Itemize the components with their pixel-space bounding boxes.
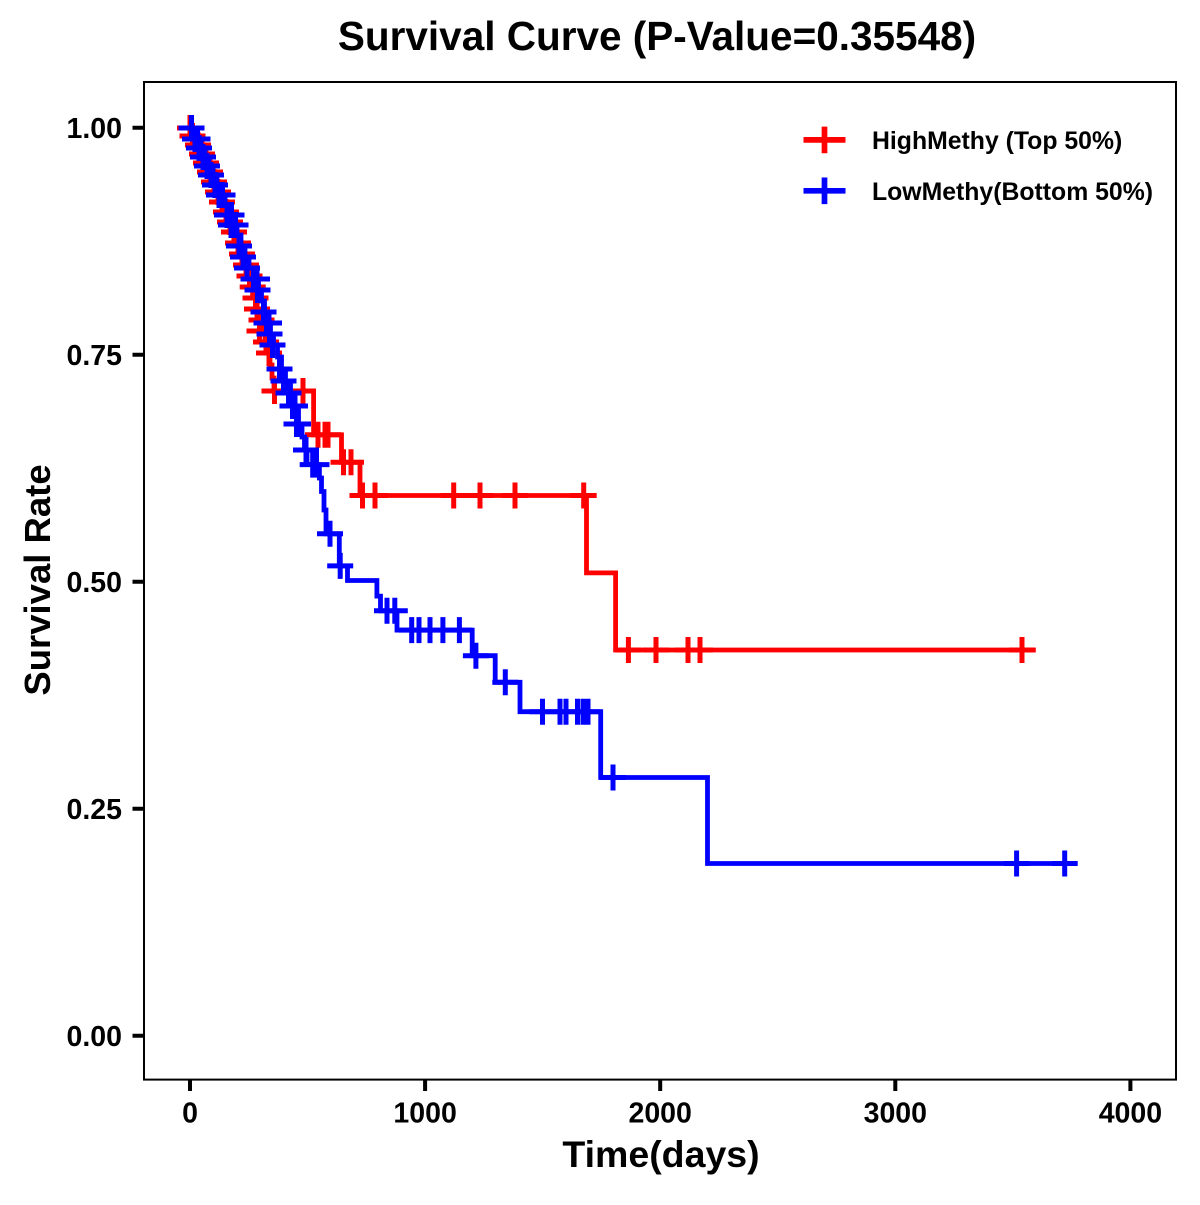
svg-text:0.25: 0.25 (67, 794, 123, 826)
svg-text:4000: 4000 (1099, 1097, 1162, 1129)
svg-text:HighMethy (Top 50%): HighMethy (Top 50%) (872, 128, 1122, 155)
svg-text:0.00: 0.00 (67, 1021, 122, 1053)
svg-text:2000: 2000 (628, 1097, 691, 1129)
svg-text:Time(days): Time(days) (562, 1133, 759, 1175)
svg-text:1000: 1000 (393, 1097, 456, 1129)
svg-text:LowMethy(Bottom 50%): LowMethy(Bottom 50%) (872, 179, 1153, 206)
svg-text:Survival Rate: Survival Rate (17, 464, 58, 695)
svg-text:Survival Curve (P-Value=0.3554: Survival Curve (P-Value=0.35548) (338, 13, 976, 59)
svg-text:3000: 3000 (864, 1097, 927, 1129)
svg-text:1.00: 1.00 (67, 113, 122, 145)
svg-text:0: 0 (182, 1097, 198, 1129)
svg-text:0.50: 0.50 (67, 567, 122, 599)
svg-text:0.75: 0.75 (67, 340, 123, 372)
